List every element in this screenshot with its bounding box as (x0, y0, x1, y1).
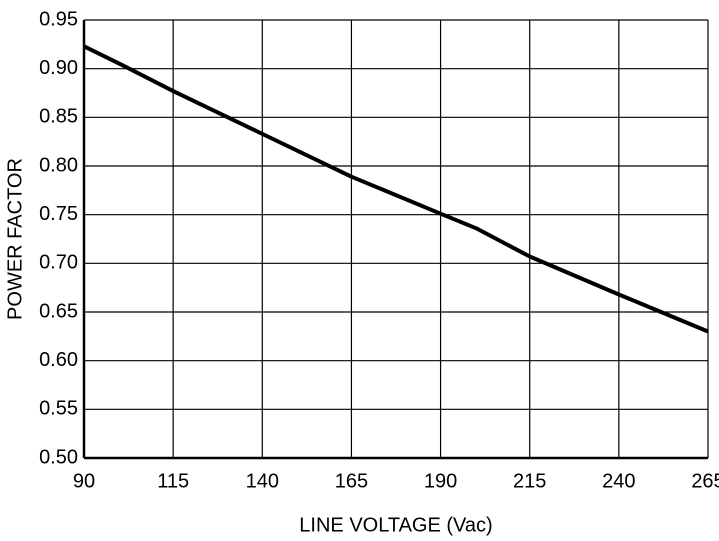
x-tick-label: 190 (424, 470, 457, 492)
x-tick-label: 165 (335, 470, 368, 492)
y-tick-label: 0.90 (39, 57, 78, 79)
y-tick-label: 0.70 (39, 252, 78, 274)
x-tick-label: 265 (691, 470, 719, 492)
x-tick-label: 140 (246, 470, 279, 492)
y-tick-label: 0.75 (39, 203, 78, 225)
y-tick-label: 0.55 (39, 398, 78, 420)
y-tick-label: 0.85 (39, 106, 78, 128)
y-tick-label: 0.50 (39, 446, 78, 468)
y-tick-label: 0.80 (39, 154, 78, 176)
x-tick-label: 215 (513, 470, 546, 492)
y-axis-label: POWER FACTOR (4, 158, 26, 320)
x-tick-label: 115 (157, 470, 189, 492)
x-axis-label: LINE VOLTAGE (Vac) (299, 514, 492, 536)
y-tick-label: 0.60 (39, 349, 78, 371)
y-tick-label: 0.65 (39, 300, 78, 322)
x-tick-label: 90 (73, 470, 95, 492)
y-tick-label: 0.95 (39, 8, 78, 30)
x-tick-label: 240 (602, 470, 635, 492)
line-series (83, 44, 709, 334)
